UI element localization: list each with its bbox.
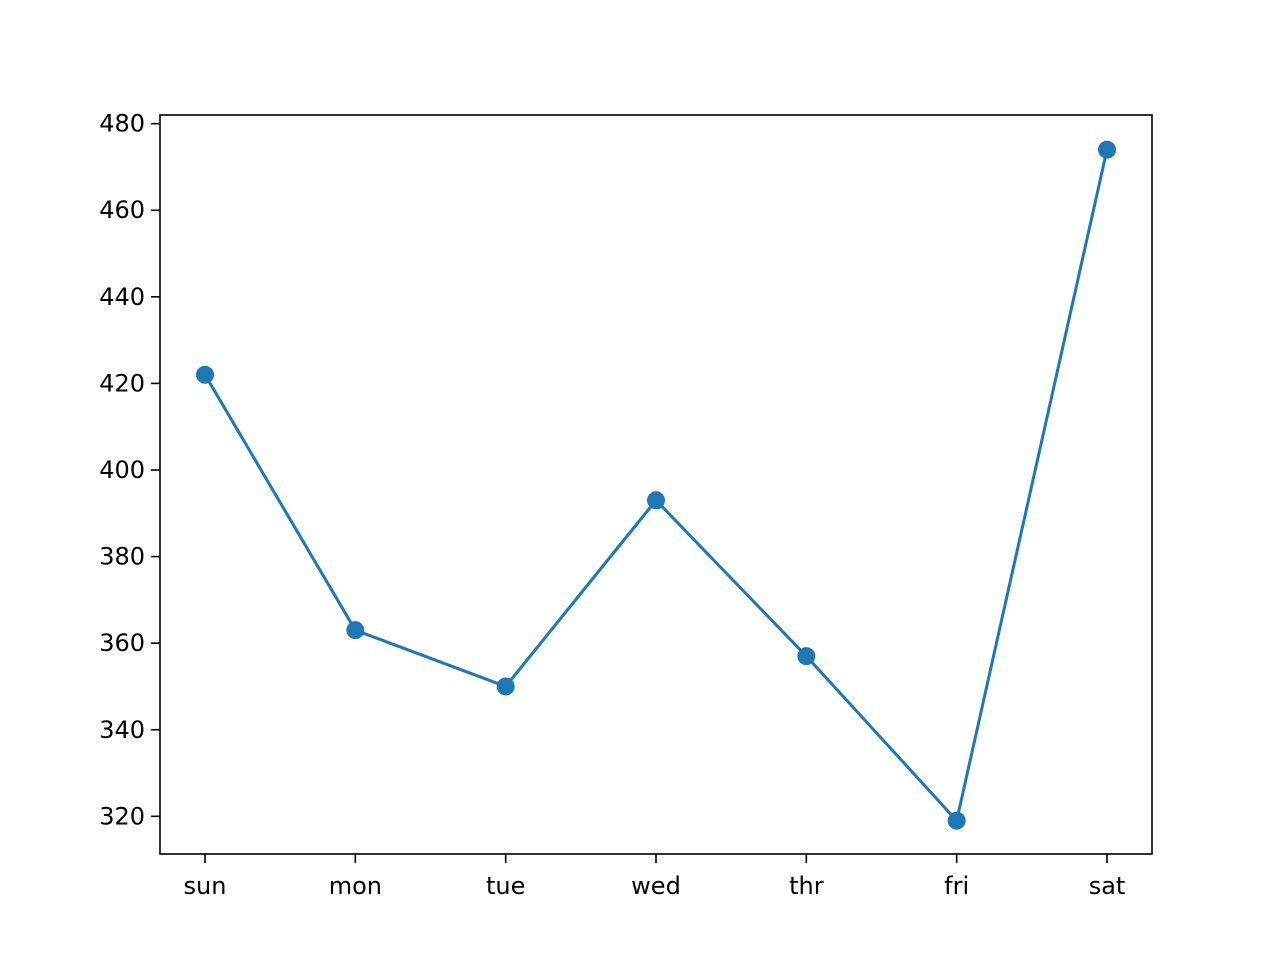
x-tick-label: sun (184, 872, 227, 900)
series-layer (196, 140, 1116, 830)
y-tick-label: 340 (99, 716, 145, 744)
y-tick-label: 420 (99, 369, 145, 397)
x-tick-label: sat (1089, 872, 1126, 900)
plot-area (160, 115, 1152, 854)
data-point-mon (346, 621, 365, 640)
y-tick-label: 480 (99, 110, 145, 138)
plot-frame (159, 114, 1153, 855)
x-tick-label: fri (944, 872, 969, 900)
x-tick-label: wed (631, 872, 681, 900)
y-tick-label: 380 (99, 543, 145, 571)
data-point-fri (947, 811, 966, 830)
data-point-wed (647, 491, 665, 510)
x-tick-label: tue (486, 872, 525, 900)
x-tick-label: thr (789, 872, 824, 900)
y-tick-label: 460 (99, 196, 145, 224)
data-point-sat (1098, 140, 1116, 159)
x-tick-label: mon (329, 872, 382, 900)
y-tick-label: 360 (99, 629, 145, 657)
y-tick-label: 320 (99, 802, 145, 830)
y-tick-label: 440 (99, 283, 145, 311)
data-point-thr (797, 647, 816, 666)
y-tick-label: 400 (99, 456, 145, 484)
data-point-tue (496, 677, 515, 696)
x-axis: sun mon tue wed thr fri sat (184, 854, 1126, 900)
y-axis: 320 340 360 380 400 420 440 460 480 (99, 110, 160, 830)
data-point-sun (196, 365, 214, 384)
